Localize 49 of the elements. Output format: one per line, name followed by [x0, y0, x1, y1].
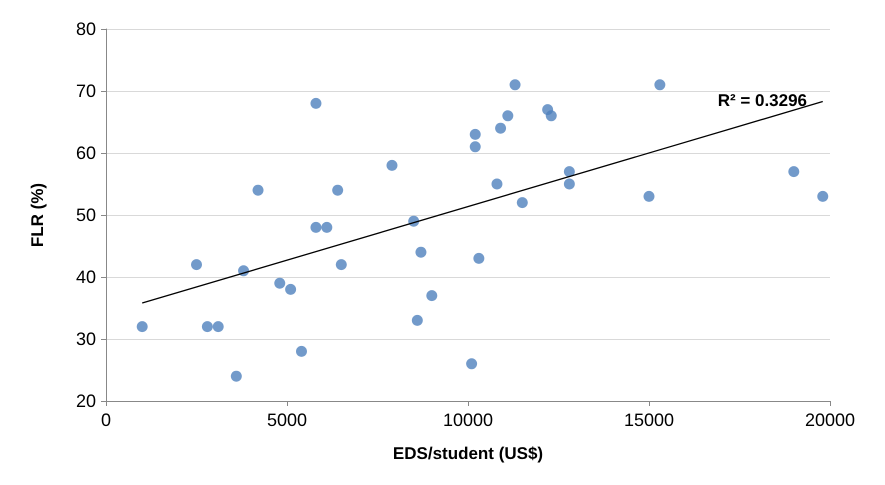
point [470, 128, 481, 140]
point [296, 346, 307, 357]
point [212, 321, 224, 332]
point [788, 166, 800, 178]
point [415, 246, 426, 258]
x-tick-label: 15000 [624, 410, 674, 430]
point [502, 110, 514, 122]
point [230, 370, 242, 382]
x-tick-label: 10000 [442, 410, 494, 430]
point [321, 222, 332, 233]
point [516, 197, 528, 208]
point [426, 290, 438, 302]
point [386, 160, 398, 171]
y-tick-label: 50 [76, 205, 96, 225]
y-tick-label: 70 [76, 81, 96, 101]
x-tick-label: 0 [100, 410, 112, 430]
point [491, 178, 502, 190]
point [564, 166, 575, 178]
point [564, 178, 575, 190]
y-tick-label: 80 [76, 19, 96, 39]
point [510, 79, 521, 90]
point [136, 321, 148, 332]
point [473, 252, 484, 264]
point [274, 278, 286, 289]
point [546, 110, 557, 122]
y-tick-label: 30 [76, 329, 96, 349]
point [202, 321, 213, 332]
point [252, 184, 264, 196]
x-tick-label: 5000 [266, 410, 308, 430]
point [191, 259, 202, 270]
x-tick-label: 20000 [804, 410, 856, 430]
point [310, 98, 322, 109]
point [412, 314, 423, 326]
x-axis-title: EDS/student (US$) [392, 444, 544, 463]
y-axis-title: FLR (%) [28, 182, 47, 248]
point [310, 222, 322, 233]
point [470, 141, 481, 152]
point [495, 122, 506, 134]
point [654, 79, 666, 90]
point [332, 184, 344, 196]
point [644, 190, 654, 202]
point [466, 358, 478, 370]
point [817, 190, 828, 202]
y-tick-label: 40 [76, 267, 96, 287]
annotation: R² = 0.3296 [718, 91, 808, 110]
y-tick-label: 20 [76, 391, 96, 411]
point [285, 284, 296, 295]
point [336, 259, 347, 270]
y-tick-label: 60 [76, 143, 96, 163]
